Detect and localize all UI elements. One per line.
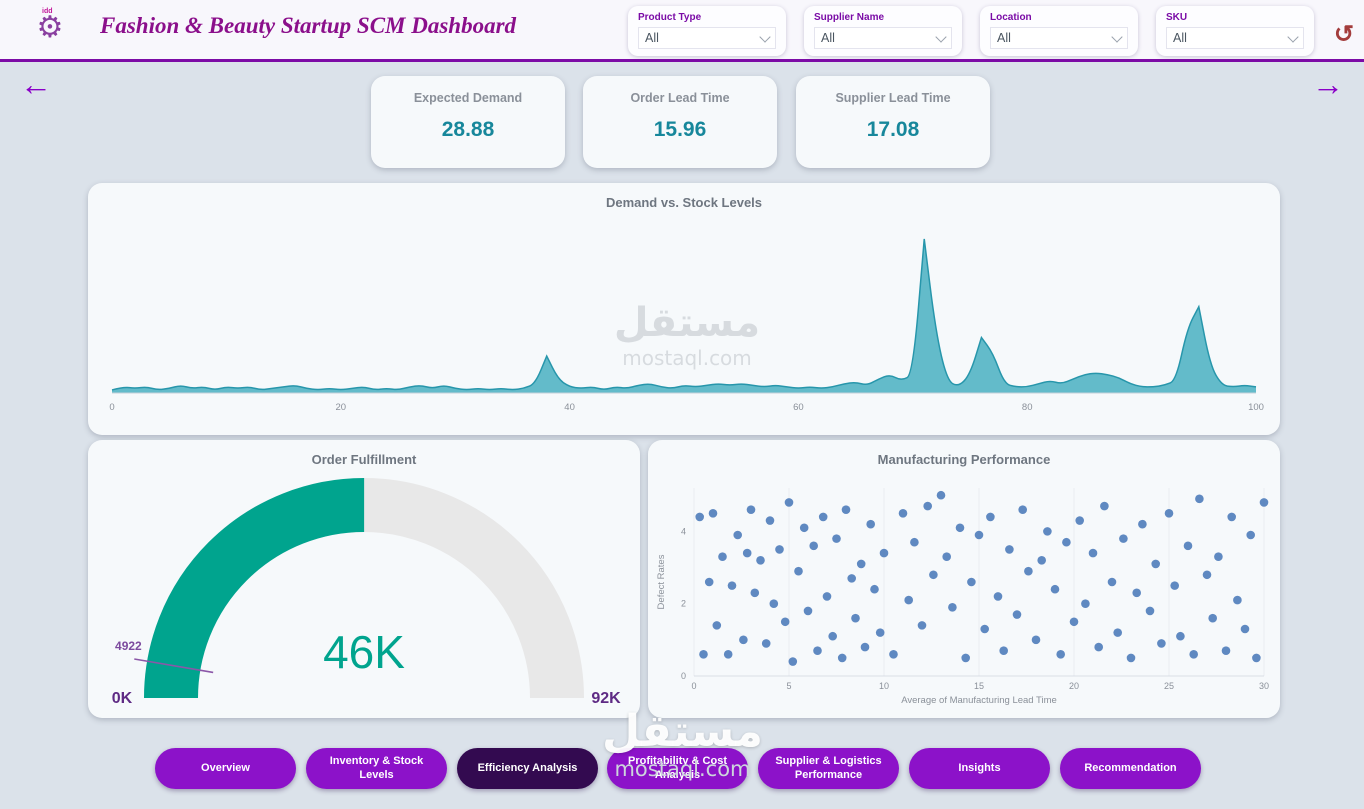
filter-label: SKU [1166, 12, 1188, 23]
svg-text:Average of Manufacturing Lead: Average of Manufacturing Lead Time [901, 695, 1057, 706]
kpi-label: Supplier Lead Time [835, 91, 951, 105]
dropdown-value: All [1173, 31, 1187, 45]
location-dropdown[interactable]: All [990, 27, 1128, 49]
filter-label: Location [990, 12, 1032, 23]
svg-text:4922: 4922 [115, 639, 142, 653]
svg-text:40: 40 [564, 402, 575, 413]
svg-text:20: 20 [336, 402, 347, 413]
filter-sku: SKU All [1156, 6, 1314, 56]
nav-button-efficiency-analysis[interactable]: Efficiency Analysis [457, 748, 598, 789]
svg-text:4: 4 [681, 526, 686, 536]
chevron-down-icon [1111, 30, 1123, 43]
supplier-name-dropdown[interactable]: All [814, 27, 952, 49]
product-type-dropdown[interactable]: All [638, 27, 776, 49]
svg-text:20: 20 [1069, 681, 1079, 691]
kpi-label: Order Lead Time [630, 91, 730, 105]
manufacturing-scatter-chart: 0 5 10 15 20 25 30 0 2 4 Average of Manufacturing … [656, 488, 1269, 706]
nav-button-supplier-logistics-performance[interactable]: Supplier & Logistics Performance [758, 748, 899, 789]
dropdown-value: All [997, 31, 1011, 45]
svg-text:60: 60 [793, 402, 804, 413]
order-fulfillment-gauge: 4922 46K 0K 92K [112, 478, 621, 707]
kpi-card-expected-demand: Expected Demand 28.88 [371, 76, 565, 168]
svg-text:10: 10 [879, 681, 889, 691]
filter-label: Supplier Name [814, 12, 885, 23]
nav-button-profitability-cost-analysis[interactable]: Profitability & Cost Analysis [607, 748, 748, 789]
chevron-down-icon [1287, 30, 1299, 43]
nav-button-overview[interactable]: Overview [155, 748, 296, 789]
nav-button-insights[interactable]: Insights [909, 748, 1050, 789]
chart-title: Manufacturing Performance [877, 452, 1051, 467]
app-logo: idd ⚙ [20, 6, 80, 56]
nav-button-recommendation[interactable]: Recommendation [1060, 748, 1201, 789]
chevron-down-icon [759, 30, 771, 43]
chevron-down-icon [935, 30, 947, 43]
svg-text:0: 0 [109, 402, 114, 413]
svg-text:100: 100 [1248, 402, 1264, 413]
svg-text:80: 80 [1022, 402, 1033, 413]
svg-text:Defect Rates: Defect Rates [656, 554, 667, 609]
gear-icon: ⚙ [36, 11, 64, 44]
svg-text:46K: 46K [323, 626, 405, 678]
svg-text:5: 5 [786, 681, 791, 691]
svg-text:15: 15 [974, 681, 984, 691]
filter-supplier-name: Supplier Name All [804, 6, 962, 56]
svg-text:2: 2 [681, 599, 686, 609]
manufacturing-performance-card: Manufacturing Performance 0 5 10 15 20 25 30 0 2… [648, 440, 1280, 718]
svg-text:25: 25 [1164, 681, 1174, 691]
logo-text: idd [42, 8, 53, 15]
dropdown-value: All [821, 31, 835, 45]
kpi-value: 15.96 [653, 118, 707, 141]
chart-title: Demand vs. Stock Levels [605, 195, 763, 210]
dropdown-value: All [645, 31, 659, 45]
reset-filters-icon[interactable]: ↺ [1333, 21, 1354, 48]
order-fulfillment-card: Order Fulfillment 4922 46K 0K 92K [88, 440, 640, 718]
next-page-arrow-icon[interactable]: → [1312, 66, 1344, 102]
filter-label: Product Type [638, 12, 702, 23]
nav-button-inventory-stock-levels[interactable]: Inventory & Stock Levels [306, 748, 447, 789]
page-title: Fashion & Beauty Startup SCM Dashboard [100, 13, 517, 38]
svg-text:0: 0 [681, 671, 686, 681]
kpi-value: 28.88 [441, 118, 495, 141]
prev-page-arrow-icon[interactable]: ← [20, 66, 52, 102]
kpi-value: 17.08 [866, 118, 920, 141]
sku-dropdown[interactable]: All [1166, 27, 1304, 49]
filter-location: Location All [980, 6, 1138, 56]
kpi-card-order-lead-time: Order Lead Time 15.96 [583, 76, 777, 168]
filter-product-type: Product Type All [628, 6, 786, 56]
kpi-card-supplier-lead-time: Supplier Lead Time 17.08 [796, 76, 990, 168]
svg-text:92K: 92K [591, 690, 621, 707]
kpi-label: Expected Demand [413, 91, 523, 105]
svg-text:0: 0 [691, 681, 696, 691]
demand-stock-card: Demand vs. Stock Levels 0 20 40 60 80 100 [88, 183, 1280, 435]
header: idd ⚙ Fashion & Beauty Startup SCM Dashb… [0, 0, 1364, 62]
demand-stock-area-chart: 0 20 40 60 80 100 [109, 238, 1264, 413]
chart-title: Order Fulfillment [311, 452, 417, 467]
svg-text:0K: 0K [112, 690, 133, 707]
svg-text:30: 30 [1259, 681, 1269, 691]
